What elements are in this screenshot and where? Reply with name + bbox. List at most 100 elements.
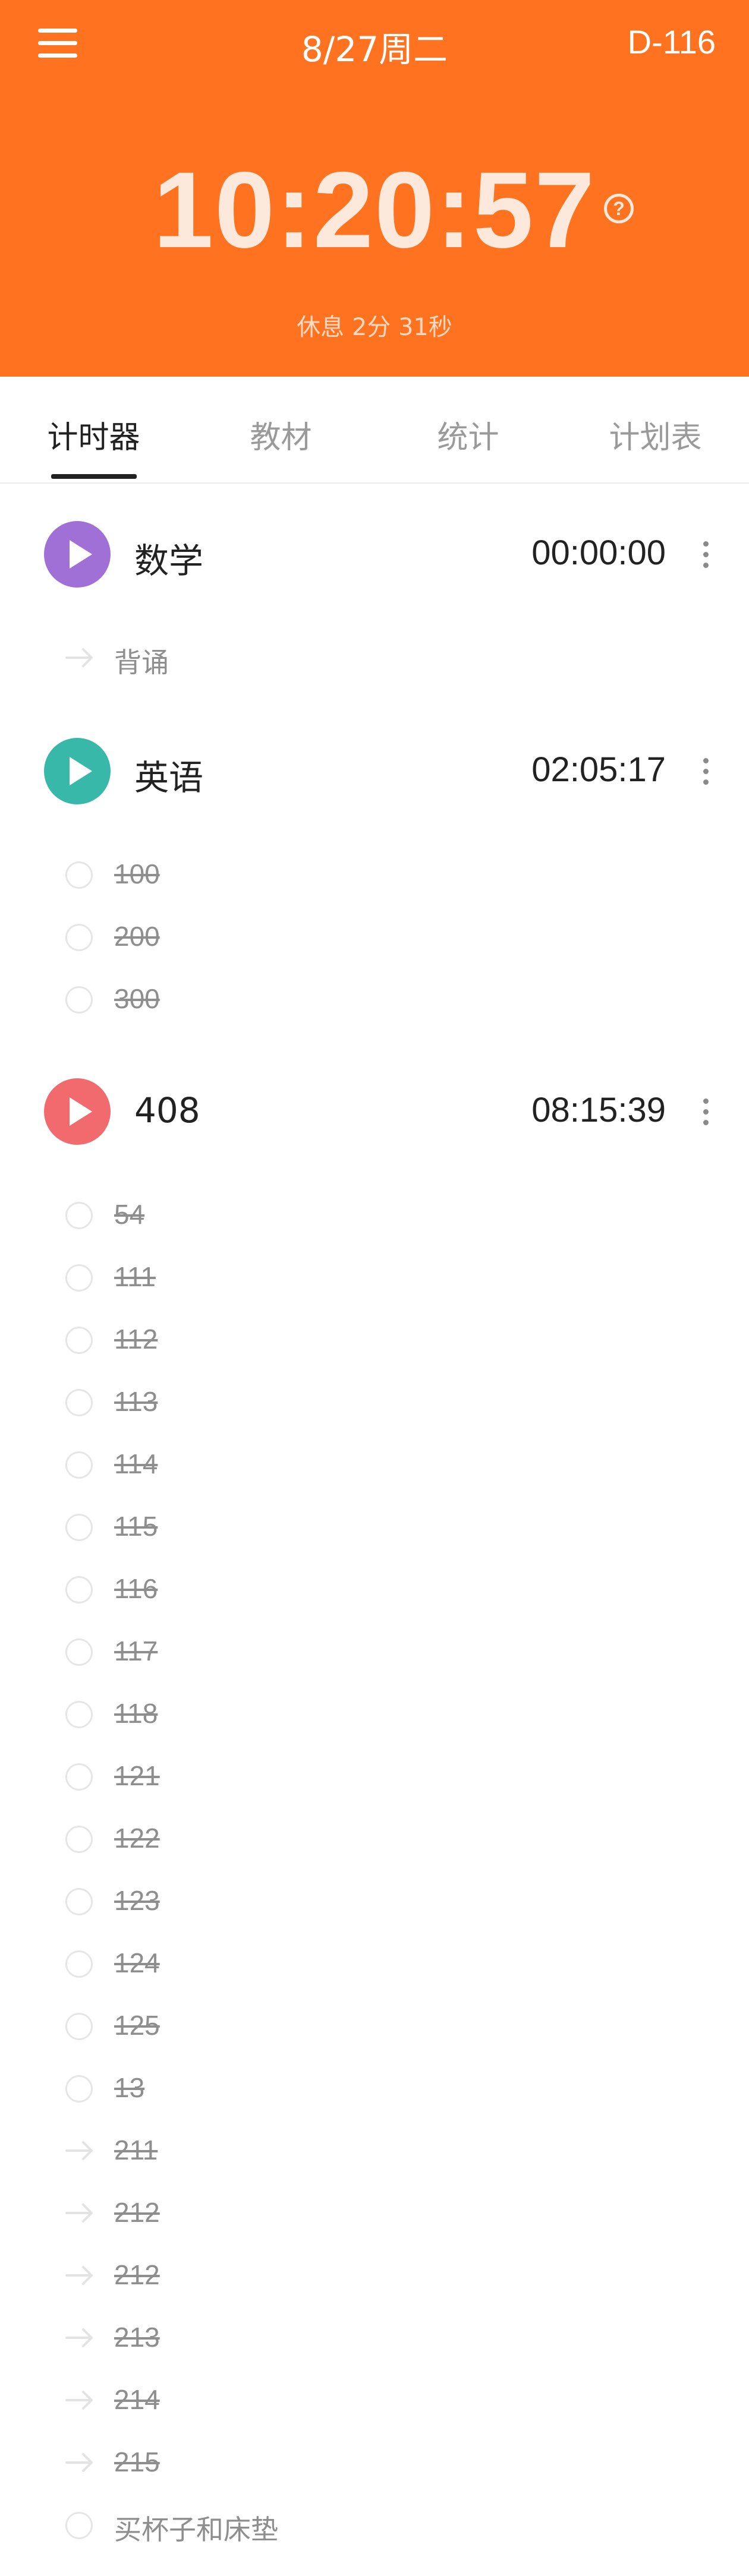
subject-row[interactable]: 408 08:15:39 [0,1078,749,1150]
subject-name: 408 [134,1090,200,1131]
task-item[interactable]: 211 [0,2126,749,2173]
task-item[interactable]: 117 [0,1627,749,1674]
play-icon[interactable] [44,1078,111,1145]
task-label: 背诵 [114,647,169,678]
task-item[interactable]: 118 [0,1689,749,1737]
subject-time: 02:05:17 [531,750,666,789]
task-item[interactable]: 212 [0,2188,749,2236]
task-item[interactable]: 116 [0,1564,749,1612]
subject-time: 00:00:00 [531,533,666,572]
top-header: 8/27周二 D-116 10:20:57 ? 休息 2分 31秒 [0,0,749,377]
checkbox-circle-icon[interactable] [65,1763,93,1791]
arrow-right-icon [65,2204,93,2223]
checkbox-circle-icon[interactable] [65,924,93,951]
arrow-right-icon [65,2328,93,2347]
task-label: 112 [114,1324,158,1355]
rest-time: 休息 2分 31秒 [297,314,452,341]
task-item[interactable]: 124 [0,1939,749,1986]
task-item[interactable]: 112 [0,1315,749,1362]
checkbox-circle-icon[interactable] [65,1576,93,1603]
checkbox-circle-icon[interactable] [65,1389,93,1416]
subject-name: 英语 [134,757,204,798]
task-label: 123 [114,1885,160,1916]
checkbox-circle-icon[interactable] [65,1701,93,1728]
task-label: 125 [114,2010,160,2041]
task-item[interactable]: 214 [0,2375,749,2423]
task-item[interactable]: 300 [0,974,749,1022]
tab-schedule[interactable]: 计划表 [609,420,702,456]
menu-icon[interactable] [38,29,78,58]
task-item[interactable]: 123 [0,1876,749,1924]
task-label: 213 [114,2322,160,2353]
play-icon[interactable] [44,521,111,588]
task-item[interactable]: 100 [0,850,749,897]
checkbox-circle-icon[interactable] [65,1327,93,1354]
task-item[interactable]: 125 [0,2001,749,2048]
task-item[interactable]: 215 [0,2438,749,2485]
task-item[interactable]: 114 [0,1439,749,1487]
tab-timer[interactable]: 计时器 [47,420,140,456]
task-label: 54 [114,1199,145,1230]
task-label: 212 [114,2197,160,2228]
checkbox-circle-icon[interactable] [65,861,93,889]
task-item[interactable]: 买杯子和床垫 [0,2500,749,2547]
arrow-right-icon [65,648,93,667]
checkbox-circle-icon[interactable] [65,986,93,1014]
timer-clock: 10:20:57 [153,149,596,270]
checkbox-circle-icon[interactable] [65,1514,93,1541]
task-item[interactable]: 54 [0,1190,749,1238]
checkbox-circle-icon[interactable] [65,1264,93,1292]
subject-row[interactable]: 数学 00:00:00 [0,521,749,592]
task-item[interactable]: 13 [0,2063,749,2111]
checkbox-circle-icon[interactable] [65,1639,93,1666]
arrow-right-icon [65,2141,93,2160]
checkbox-circle-icon[interactable] [65,1826,93,1853]
task-label: 115 [114,1511,158,1542]
exam-countdown[interactable]: D-116 [627,23,716,61]
task-label: 124 [114,1947,160,1978]
task-item[interactable]: 121 [0,1751,749,1799]
task-item[interactable]: 115 [0,1502,749,1549]
checkbox-circle-icon[interactable] [65,2512,93,2539]
subject-row[interactable]: 英语 02:05:17 [0,738,749,809]
more-vertical-icon[interactable] [701,541,710,569]
task-label: 211 [114,2135,158,2165]
checkbox-circle-icon[interactable] [65,1950,93,1978]
task-item[interactable]: 111 [0,1252,749,1300]
task-label: 111 [114,1261,156,1292]
task-label: 113 [114,1386,158,1417]
task-label: 100 [114,858,160,889]
task-item[interactable]: 背诵 [0,633,749,680]
question-circle-icon[interactable]: ? [604,194,634,223]
checkbox-circle-icon[interactable] [65,1202,93,1229]
task-item[interactable]: 200 [0,912,749,959]
task-label: 300 [114,983,160,1014]
task-item[interactable]: 122 [0,1814,749,1861]
play-icon[interactable] [44,738,111,804]
task-label: 买杯子和床垫 [114,2514,278,2545]
tab-bar: 计时器 教材 统计 计划表 [0,377,749,484]
task-label: 118 [114,1698,158,1729]
task-label: 214 [114,2384,160,2415]
task-item[interactable]: 113 [0,1377,749,1425]
date-title[interactable]: 8/27周二 [301,29,448,70]
more-vertical-icon[interactable] [701,1098,710,1126]
checkbox-circle-icon[interactable] [65,2013,93,2040]
subject-time: 08:15:39 [531,1091,666,1129]
tab-textbooks[interactable]: 教材 [250,420,312,456]
checkbox-circle-icon[interactable] [65,1888,93,1915]
task-label: 215 [114,2446,160,2477]
checkbox-circle-icon[interactable] [65,1451,93,1479]
arrow-right-icon [65,2266,93,2285]
task-label: 117 [114,1636,158,1666]
task-label: 200 [114,921,160,952]
subject-name: 数学 [134,541,204,581]
task-label: 122 [114,1823,160,1854]
task-item[interactable]: 213 [0,2313,749,2360]
more-vertical-icon[interactable] [701,758,710,785]
task-label: 212 [114,2259,160,2290]
task-item[interactable]: 212 [0,2250,749,2298]
tab-statistics[interactable]: 统计 [437,420,499,456]
checkbox-circle-icon[interactable] [65,2075,93,2103]
arrow-right-icon [65,2391,93,2410]
